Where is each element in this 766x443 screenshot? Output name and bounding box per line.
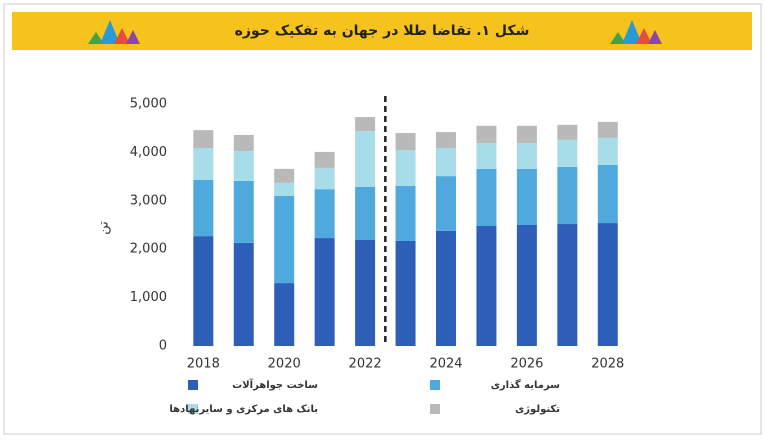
- y-tick-label: 0: [159, 339, 167, 354]
- x-tick-label: 2022: [349, 357, 382, 372]
- bar-segment: [193, 130, 213, 148]
- y-tick-label: 3,000: [130, 193, 167, 208]
- bar-segment: [193, 148, 213, 180]
- bar-segment: [355, 187, 375, 240]
- bar-segment: [274, 196, 294, 283]
- bar-segment: [476, 169, 496, 226]
- bar-segment: [355, 131, 375, 187]
- bar-segment: [598, 223, 618, 346]
- bar-segment: [517, 169, 537, 225]
- legend-label: ساخت جواهرآلات: [232, 378, 318, 391]
- bar-segment: [193, 180, 213, 236]
- bar-segment: [557, 140, 577, 167]
- bar-segment: [598, 122, 618, 138]
- bar-segment: [396, 133, 416, 150]
- bar-segment: [598, 165, 618, 223]
- legend-swatch: [188, 380, 198, 390]
- bar-segment: [557, 167, 577, 224]
- bar-segment: [436, 148, 456, 176]
- bar-segment: [598, 138, 618, 165]
- legend-label: سرمایه گذاری: [491, 378, 560, 391]
- bar-segment: [193, 236, 213, 346]
- bar-segment: [436, 231, 456, 346]
- x-tick-label: 2020: [268, 357, 301, 372]
- bar-segment: [476, 226, 496, 346]
- bar-segment: [557, 224, 577, 346]
- bar-segment: [476, 126, 496, 143]
- bar-segment: [274, 169, 294, 183]
- bar-segment: [315, 152, 335, 168]
- chart-title: شکل ۱. تقاضا طلا در جهان به تفکیک حوزه: [235, 23, 530, 39]
- bar-segment: [396, 150, 416, 186]
- frame: [4, 4, 761, 434]
- x-tick-label: 2028: [591, 357, 624, 372]
- bar-segment: [436, 132, 456, 148]
- bar-segment: [234, 135, 254, 151]
- bar-segment: [476, 143, 496, 169]
- bar-segment: [234, 243, 254, 346]
- bar-segment: [355, 240, 375, 346]
- bar-segment: [436, 176, 456, 231]
- y-tick-label: 1,000: [130, 290, 167, 305]
- bar-segment: [517, 225, 537, 346]
- legend-swatch: [430, 404, 440, 414]
- bar-segment: [234, 151, 254, 181]
- legend-swatch: [430, 380, 440, 390]
- y-tick-label: 4,000: [130, 145, 167, 160]
- bar-segment: [315, 238, 335, 346]
- y-tick-label: 2,000: [130, 242, 167, 257]
- bar-segment: [315, 168, 335, 189]
- legend-label: تکنولوژی: [515, 404, 560, 415]
- bar-segment: [274, 183, 294, 196]
- x-tick-label: 2018: [187, 357, 220, 372]
- bar-segment: [396, 241, 416, 346]
- chart: شکل ۱. تقاضا طلا در جهان به تفکیک حوزه ت…: [0, 0, 766, 439]
- bar-segment: [274, 283, 294, 346]
- bar-segment: [234, 181, 254, 243]
- bar-segment: [517, 126, 537, 143]
- bar-segment: [517, 143, 537, 169]
- y-axis-label: تن: [97, 221, 112, 235]
- x-tick-label: 2024: [429, 357, 462, 372]
- bar-segment: [396, 186, 416, 241]
- bar-segment: [355, 117, 375, 131]
- x-tick-label: 2026: [510, 357, 543, 372]
- legend-label: بانک های مرکزی و سایرنهادها: [169, 404, 318, 415]
- y-tick-label: 5,000: [130, 97, 167, 112]
- bar-segment: [557, 125, 577, 140]
- bar-segment: [315, 189, 335, 238]
